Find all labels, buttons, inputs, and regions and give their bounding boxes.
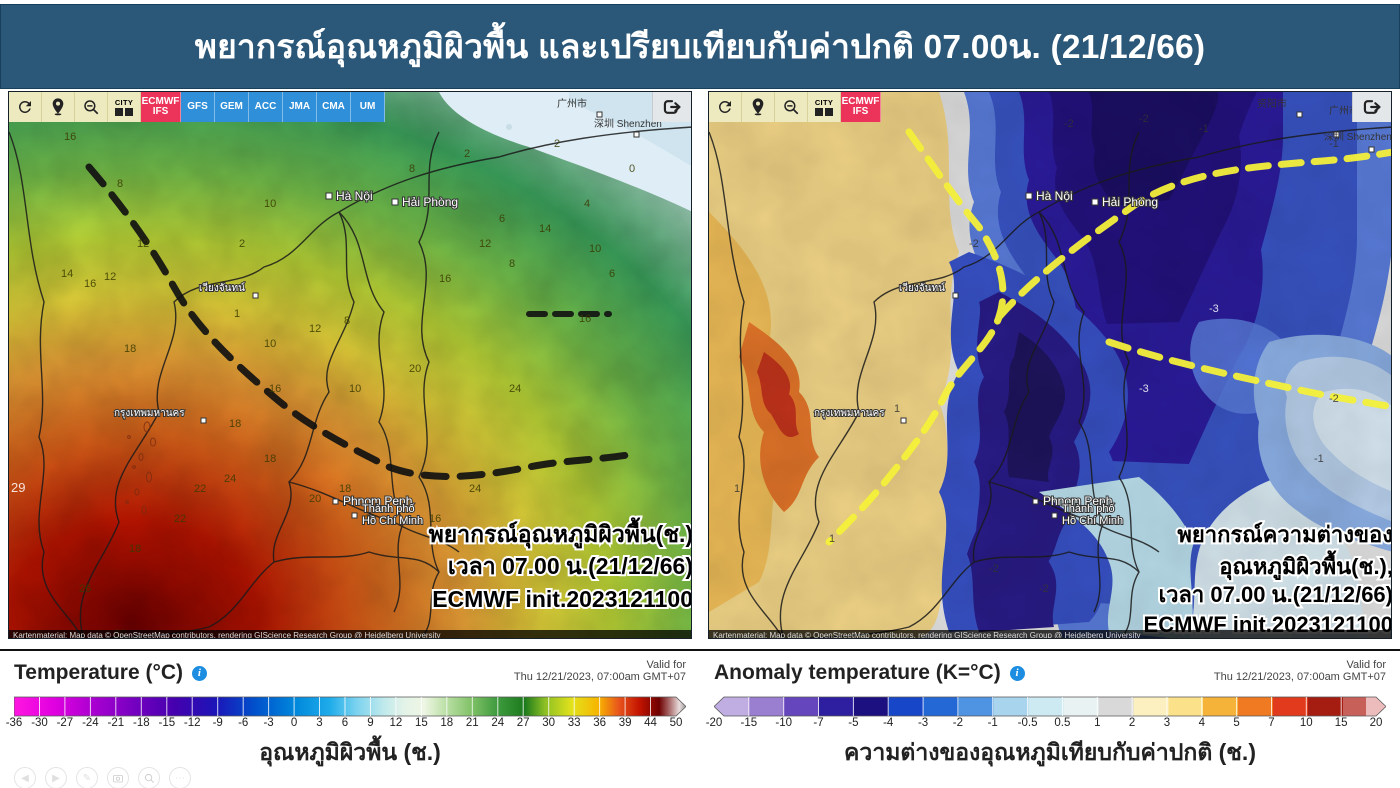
svg-text:เวียงจันทน์: เวียงจันทน์	[899, 282, 945, 294]
svg-text:10: 10	[349, 383, 361, 395]
svg-text:เวียงจันทน์: เวียงจันทน์	[199, 282, 245, 294]
svg-text:1: 1	[234, 308, 240, 320]
svg-text:4: 4	[584, 198, 590, 210]
svg-text:-1: -1	[1199, 123, 1209, 135]
svg-text:16: 16	[269, 383, 281, 395]
svg-text:Hồ Chí Minh: Hồ Chí Minh	[1062, 515, 1123, 527]
svg-text:18: 18	[229, 418, 241, 430]
svg-text:16: 16	[84, 278, 96, 290]
svg-text:-2: -2	[989, 563, 999, 575]
svg-text:16: 16	[579, 313, 591, 325]
svg-text:ECMWF init.2023121100: ECMWF init.2023121100	[432, 586, 692, 612]
svg-text:10: 10	[264, 198, 276, 210]
svg-text:Thành phố: Thành phố	[362, 503, 415, 515]
svg-text:10: 10	[589, 243, 601, 255]
svg-text:6: 6	[609, 268, 615, 280]
svg-text:12: 12	[309, 323, 321, 335]
svg-text:-3: -3	[1209, 303, 1219, 315]
svg-text:Kartenmaterial: Map data © Ope: Kartenmaterial: Map data © OpenStreetMap…	[713, 631, 1141, 639]
svg-text:-1: -1	[1314, 453, 1324, 465]
svg-text:Hải Phòng: Hải Phòng	[402, 195, 458, 209]
svg-text:24: 24	[224, 473, 236, 485]
svg-text:Thành phố: Thành phố	[1062, 503, 1115, 515]
svg-text:กรุงเทพมหานคร: กรุงเทพมหานคร	[114, 408, 185, 419]
svg-text:Hải Phòng: Hải Phòng	[1102, 195, 1158, 209]
svg-text:1: 1	[829, 533, 835, 545]
svg-text:เวลา 07.00 น.(21/12/66): เวลา 07.00 น.(21/12/66)	[448, 553, 692, 579]
svg-text:เวลา 07.00 น.(21/12/66): เวลา 07.00 น.(21/12/66)	[1159, 582, 1392, 607]
svg-text:Hà Nội: Hà Nội	[1036, 189, 1073, 203]
svg-text:22: 22	[174, 513, 186, 525]
svg-text:พยากรณ์ความต่างของ: พยากรณ์ความต่างของ	[1177, 522, 1392, 547]
svg-text:18: 18	[129, 543, 141, 555]
svg-text:2: 2	[464, 148, 470, 160]
svg-text:Kartenmaterial: Map data © Ope: Kartenmaterial: Map data © OpenStreetMap…	[13, 631, 441, 639]
svg-text:8: 8	[409, 163, 415, 175]
svg-text:18: 18	[124, 343, 136, 355]
svg-text:26: 26	[79, 583, 91, 595]
svg-text:12: 12	[479, 238, 491, 250]
svg-text:กรุงเทพมหานคร: กรุงเทพมหานคร	[814, 408, 885, 419]
svg-text:-2: -2	[1329, 393, 1339, 405]
svg-text:อุณหภูมิผิวพื้น(ช.),: อุณหภูมิผิวพื้น(ช.),	[1219, 550, 1392, 581]
svg-text:Hà Nội: Hà Nội	[336, 189, 373, 203]
svg-text:20: 20	[409, 363, 421, 375]
svg-text:พยากรณ์อุณหภูมิผิวพื้น(ช.): พยากรณ์อุณหภูมิผิวพื้น(ช.)	[429, 517, 692, 549]
svg-text:20: 20	[309, 493, 321, 505]
svg-text:12: 12	[137, 238, 149, 250]
svg-text:18: 18	[264, 453, 276, 465]
svg-text:Hồ Chí Minh: Hồ Chí Minh	[362, 515, 423, 527]
svg-text:8: 8	[117, 178, 123, 190]
svg-text:2: 2	[239, 238, 245, 250]
svg-text:8: 8	[509, 258, 515, 270]
svg-text:22: 22	[194, 483, 206, 495]
svg-text:10: 10	[264, 338, 276, 350]
svg-text:2: 2	[554, 138, 560, 150]
svg-text:0: 0	[629, 163, 635, 175]
svg-text:8: 8	[344, 315, 350, 327]
svg-text:14: 14	[61, 268, 73, 280]
svg-text:1: 1	[894, 403, 900, 415]
svg-text:29: 29	[11, 480, 25, 495]
svg-text:12: 12	[104, 271, 116, 283]
svg-text:-2: -2	[969, 238, 979, 250]
svg-text:14: 14	[539, 223, 551, 235]
svg-text:16: 16	[439, 273, 451, 285]
svg-text:24: 24	[469, 483, 481, 495]
svg-text:-2: -2	[1039, 583, 1049, 595]
svg-text:16: 16	[64, 131, 76, 143]
svg-text:深圳 Shenzhen: 深圳 Shenzhen	[1324, 131, 1392, 143]
svg-text:1: 1	[734, 483, 740, 495]
svg-text:6: 6	[499, 213, 505, 225]
svg-text:-3: -3	[1139, 383, 1149, 395]
svg-text:24: 24	[509, 383, 521, 395]
